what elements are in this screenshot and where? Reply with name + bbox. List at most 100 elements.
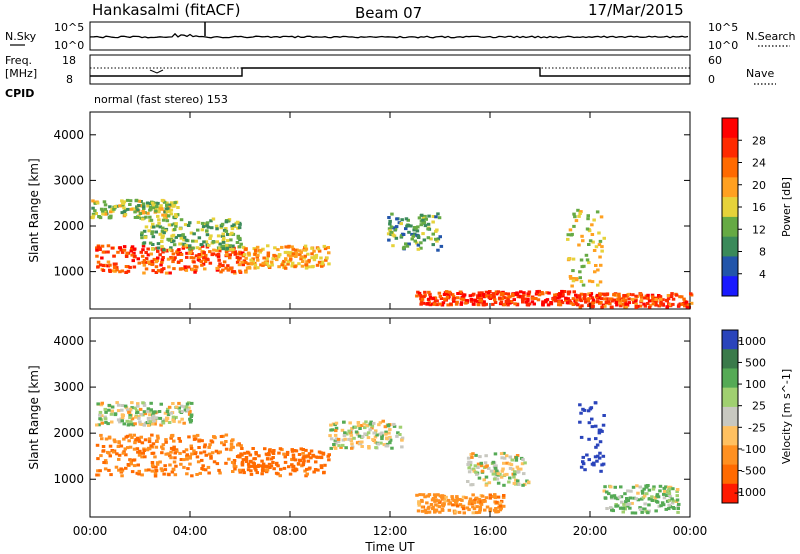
echo-cell	[498, 296, 502, 300]
echo-cell	[337, 444, 341, 448]
echo-cell	[670, 497, 674, 501]
echo-cell	[217, 265, 221, 268]
echo-cell	[208, 250, 212, 254]
echo-cell	[273, 246, 277, 250]
echo-cell	[366, 436, 371, 440]
echo-cell	[332, 443, 336, 446]
y-axis-label: Slant Range [km]	[27, 365, 41, 469]
echo-cell	[395, 217, 399, 221]
echo-cell	[622, 502, 626, 506]
echo-cell	[412, 228, 416, 232]
echo-cell	[178, 439, 182, 443]
echo-cell	[268, 466, 272, 469]
echo-cell	[431, 507, 435, 511]
echo-cell	[202, 240, 206, 244]
echo-cell	[596, 454, 600, 458]
echo-cell	[524, 300, 529, 304]
echo-cell	[333, 439, 338, 443]
echo-cell	[602, 489, 606, 493]
echo-cell	[630, 501, 634, 505]
echo-cell	[597, 456, 602, 460]
echo-cell	[253, 248, 258, 252]
echo-cell	[256, 253, 260, 257]
echo-cell	[101, 449, 105, 453]
echo-cell	[149, 408, 153, 412]
echo-cell	[517, 470, 521, 474]
echo-cell	[590, 233, 595, 236]
echo-cell	[603, 304, 607, 308]
echo-cell	[689, 301, 694, 305]
echo-cell	[514, 458, 519, 462]
echo-cell	[144, 260, 149, 264]
echo-cell	[183, 408, 188, 412]
echo-cell	[266, 251, 271, 255]
echo-cell	[578, 270, 582, 274]
echo-cell	[626, 499, 630, 502]
echo-cell	[661, 298, 665, 302]
echo-cell	[560, 289, 564, 293]
nave-tick-bottom: 0	[708, 73, 715, 86]
y-tick-label: 4000	[53, 128, 84, 142]
echo-cell	[341, 438, 346, 442]
echo-cell	[615, 497, 620, 501]
echo-cell	[297, 262, 301, 266]
echo-cell	[95, 473, 99, 477]
echo-cell	[152, 257, 157, 261]
echo-cell	[226, 233, 230, 236]
echo-cell	[374, 446, 378, 450]
echo-cell	[633, 511, 638, 515]
echo-cell	[182, 421, 186, 425]
echo-cell	[249, 472, 254, 476]
echo-cell	[654, 298, 658, 301]
echo-cell	[493, 298, 497, 302]
echo-cell	[457, 510, 462, 514]
echo-cell	[224, 433, 229, 437]
echo-cell	[441, 504, 446, 508]
echo-cell	[159, 423, 163, 427]
echo-cell	[583, 293, 587, 297]
echo-cell	[178, 451, 182, 455]
echo-cell	[594, 437, 598, 441]
echo-cell	[581, 407, 585, 411]
echo-cell	[169, 446, 174, 450]
echo-cell	[590, 462, 595, 466]
echo-cell	[195, 455, 200, 459]
echo-cell	[500, 297, 504, 301]
echo-cell	[491, 472, 496, 476]
echo-cell	[232, 223, 236, 227]
echo-cell	[168, 463, 172, 467]
echo-cell	[591, 304, 595, 308]
echo-cell	[276, 255, 281, 259]
echo-cell	[613, 496, 618, 500]
echo-cell	[491, 460, 496, 464]
echo-cell	[574, 293, 578, 297]
echo-cell	[111, 450, 116, 454]
echo-cell	[581, 239, 585, 243]
nsearch-label: N.Search	[746, 30, 796, 43]
echo-cell	[224, 220, 229, 224]
echo-cell	[649, 497, 653, 500]
echo-cell	[179, 236, 184, 240]
echo-cell	[590, 223, 594, 227]
echo-cell	[464, 496, 468, 500]
echo-cell	[422, 238, 427, 242]
echo-cell	[420, 509, 425, 513]
echo-cell	[499, 300, 504, 304]
echo-cell	[579, 465, 584, 469]
echo-cell	[137, 472, 141, 476]
echo-cell	[230, 270, 235, 274]
echo-cell	[164, 440, 168, 444]
echo-cell	[184, 448, 189, 452]
echo-cell	[451, 295, 456, 298]
echo-cell	[503, 473, 507, 477]
echo-cell	[141, 260, 145, 264]
echo-cell	[298, 253, 302, 257]
echo-cell	[392, 422, 396, 426]
echo-cell	[645, 492, 649, 496]
echo-cell	[526, 292, 530, 296]
echo-cell	[571, 277, 576, 280]
echo-cell	[171, 415, 176, 419]
echo-cell	[417, 500, 421, 504]
echo-cell	[224, 266, 228, 270]
echo-cell	[282, 452, 286, 456]
